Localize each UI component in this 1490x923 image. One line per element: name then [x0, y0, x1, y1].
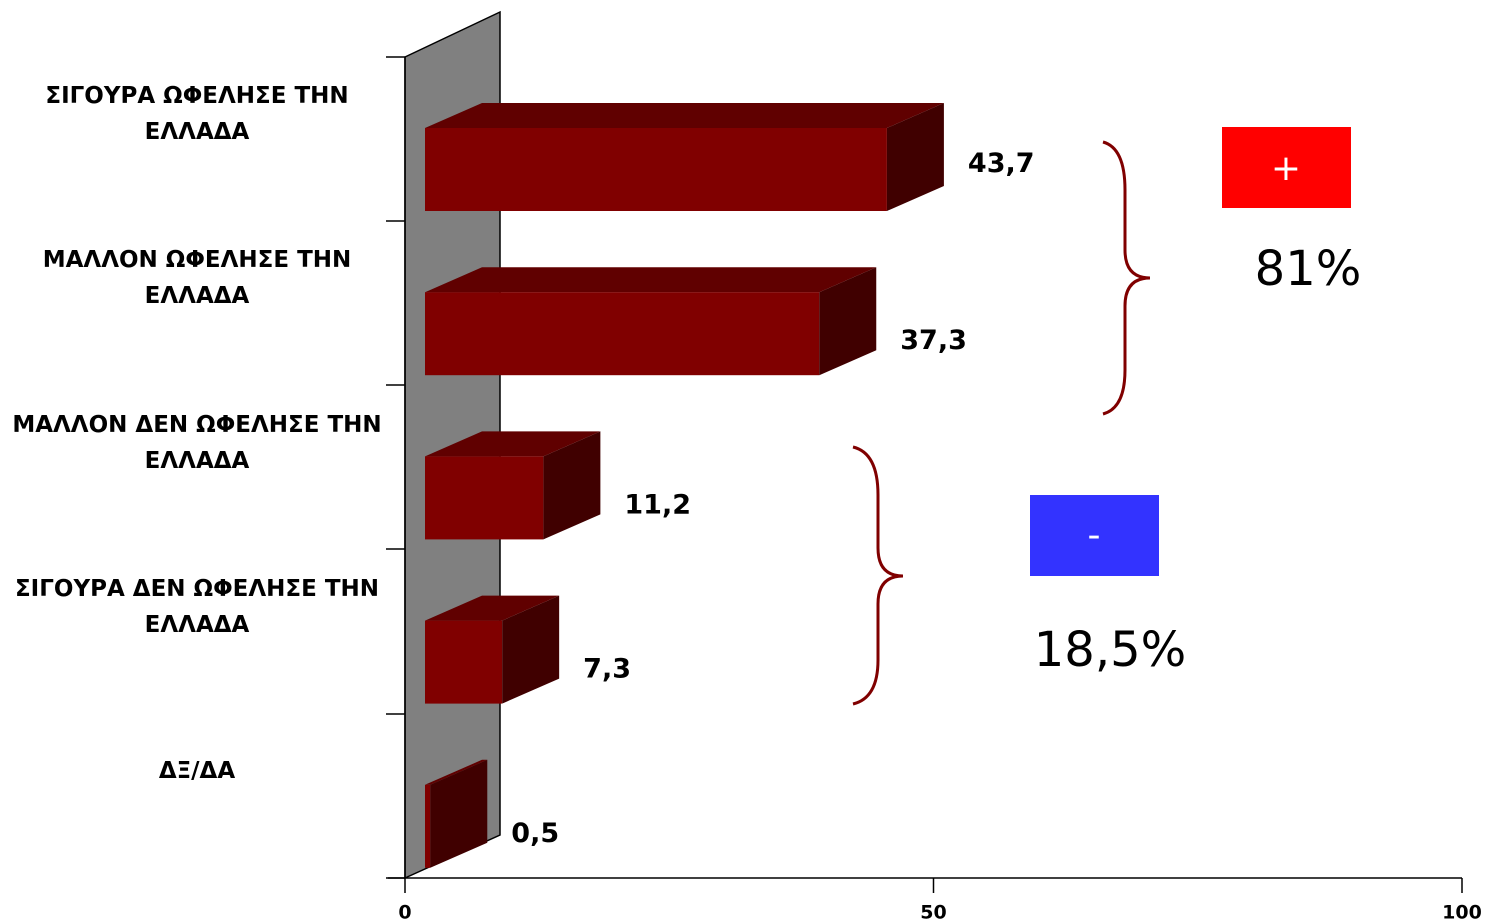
bar — [425, 292, 820, 376]
annotation-percent: 81% — [1255, 241, 1362, 297]
x-tick-label: 100 — [1442, 902, 1482, 923]
value-label: 7,3 — [583, 654, 631, 685]
bar-side — [543, 431, 601, 540]
annotation-box — [1030, 495, 1159, 576]
bar-top — [425, 595, 560, 621]
category-label: ΣΙΓΟΥΡΑ ΔΕΝ ΩΦΕΛΗΣΕ ΤΗΝ ΕΛΛΑΔΑ — [14, 575, 380, 638]
value-label: 37,3 — [900, 325, 967, 356]
value-label: 0,5 — [511, 818, 559, 849]
brace-positive — [1102, 140, 1151, 416]
category-label: ΣΙΓΟΥΡΑ ΩΦΕΛΗΣΕ ΤΗΝ ΕΛΛΑΔΑ — [45, 83, 349, 146]
bar-side — [502, 595, 560, 704]
bar-side — [430, 759, 488, 868]
annotation-sign: - — [1088, 515, 1101, 556]
bar — [425, 456, 544, 540]
brace-negative — [852, 445, 904, 706]
bar — [425, 128, 887, 211]
annotation-percent: 18,5% — [1034, 622, 1186, 678]
value-label: 43,7 — [968, 148, 1035, 179]
value-label: 11,2 — [624, 489, 691, 520]
bar-side — [886, 103, 944, 211]
bar — [425, 784, 431, 868]
category-dividers — [386, 56, 405, 879]
bar-side — [819, 267, 877, 376]
bar-top — [425, 267, 877, 293]
bar-top — [425, 431, 601, 457]
annotation-box — [1222, 127, 1351, 208]
bar-top — [425, 103, 944, 128]
x-tick-label: 0 — [398, 902, 411, 923]
x-tick-label: 50 — [920, 902, 946, 923]
bar — [425, 620, 503, 704]
category-label: ΜΑΛΛΟΝ ΩΦΕΛΗΣΕ ΤΗΝ ΕΛΛΑΔΑ — [42, 247, 352, 310]
annotation-sign: + — [1271, 148, 1301, 189]
category-label: ΔΞ/ΔΑ — [158, 757, 236, 784]
bar-top — [425, 759, 488, 785]
category-label: ΜΑΛΛΟΝ ΔΕΝ ΩΦΕΛΗΣΕ ΤΗΝ ΕΛΛΑΔΑ — [12, 411, 382, 474]
